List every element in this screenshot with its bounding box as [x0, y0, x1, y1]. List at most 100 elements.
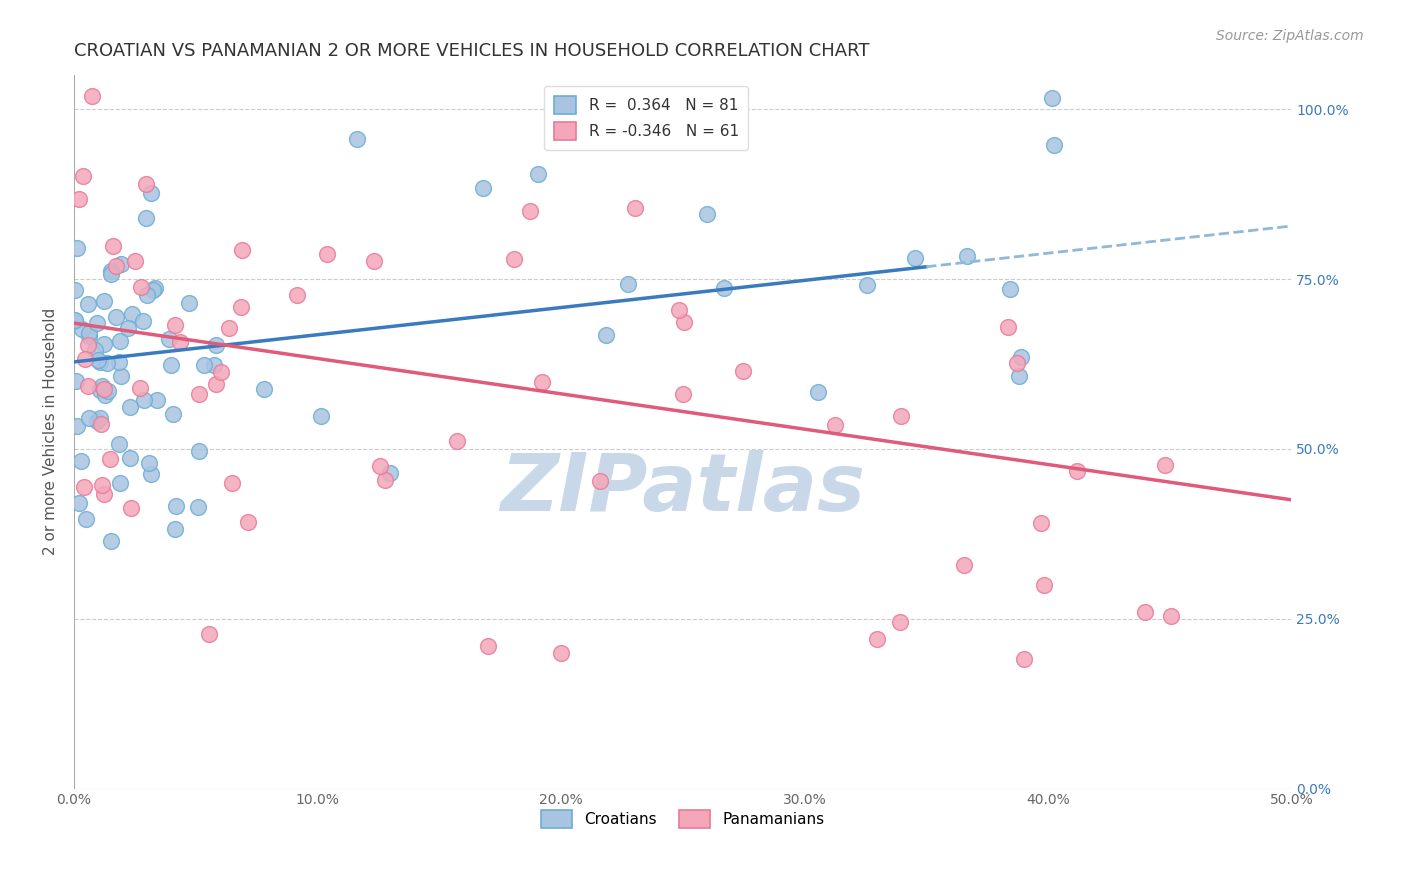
- Point: [205, 337, 228, 351]
- Legend: Croatians, Panamanians: Croatians, Panamanians: [536, 804, 831, 834]
- Point: [187, 500, 209, 514]
- Point: [124, 253, 146, 268]
- Point: [169, 334, 191, 349]
- Point: [209, 365, 232, 379]
- Point: [110, 257, 132, 271]
- Point: [188, 444, 211, 458]
- Text: Source: ZipAtlas.com: Source: ZipAtlas.com: [1216, 29, 1364, 44]
- Point: [93, 293, 115, 308]
- Point: [472, 181, 495, 195]
- Point: [86, 316, 108, 330]
- Point: [93, 383, 115, 397]
- Point: [953, 558, 976, 572]
- Point: [502, 252, 524, 267]
- Point: [139, 186, 162, 200]
- Point: [1012, 652, 1035, 666]
- Point: [1066, 464, 1088, 478]
- Point: [550, 646, 572, 660]
- Point: [157, 332, 180, 346]
- Point: [76, 297, 98, 311]
- Point: [100, 533, 122, 548]
- Point: [221, 475, 243, 490]
- Point: [132, 314, 155, 328]
- Point: [67, 192, 90, 206]
- Point: [595, 328, 617, 343]
- Point: [188, 387, 211, 401]
- Point: [316, 246, 339, 260]
- Point: [193, 358, 215, 372]
- Point: [134, 393, 156, 408]
- Point: [696, 207, 718, 221]
- Point: [309, 409, 332, 424]
- Point: [446, 434, 468, 448]
- Point: [66, 241, 89, 255]
- Point: [65, 374, 87, 388]
- Point: [70, 321, 93, 335]
- Point: [97, 384, 120, 398]
- Point: [67, 496, 90, 510]
- Point: [589, 474, 612, 488]
- Point: [672, 387, 695, 401]
- Point: [527, 167, 550, 181]
- Point: [146, 392, 169, 407]
- Point: [238, 515, 260, 529]
- Point: [138, 456, 160, 470]
- Point: [129, 381, 152, 395]
- Point: [373, 473, 395, 487]
- Point: [77, 326, 100, 340]
- Point: [143, 281, 166, 295]
- Point: [519, 204, 541, 219]
- Point: [117, 321, 139, 335]
- Point: [76, 379, 98, 393]
- Point: [89, 355, 111, 369]
- Point: [1000, 282, 1022, 296]
- Point: [824, 417, 846, 432]
- Point: [378, 466, 401, 480]
- Point: [129, 280, 152, 294]
- Point: [89, 383, 111, 397]
- Point: [121, 307, 143, 321]
- Point: [96, 356, 118, 370]
- Point: [956, 249, 979, 263]
- Point: [93, 336, 115, 351]
- Point: [668, 302, 690, 317]
- Point: [363, 254, 385, 268]
- Point: [93, 487, 115, 501]
- Point: [98, 452, 121, 467]
- Point: [142, 283, 165, 297]
- Point: [1135, 605, 1157, 619]
- Text: ZIPatlas: ZIPatlas: [501, 450, 865, 528]
- Point: [77, 329, 100, 343]
- Point: [368, 458, 391, 473]
- Point: [204, 376, 226, 391]
- Point: [202, 358, 225, 372]
- Point: [1008, 369, 1031, 384]
- Point: [120, 500, 142, 515]
- Point: [120, 450, 142, 465]
- Point: [866, 632, 889, 646]
- Point: [997, 320, 1019, 334]
- Point: [165, 522, 187, 536]
- Point: [77, 338, 100, 352]
- Point: [165, 499, 187, 513]
- Point: [856, 278, 879, 293]
- Point: [65, 283, 87, 297]
- Point: [673, 316, 696, 330]
- Point: [73, 351, 96, 366]
- Point: [108, 475, 131, 490]
- Point: [110, 369, 132, 384]
- Point: [73, 480, 96, 494]
- Point: [733, 364, 755, 378]
- Point: [107, 437, 129, 451]
- Text: CROATIAN VS PANAMANIAN 2 OR MORE VEHICLES IN HOUSEHOLD CORRELATION CHART: CROATIAN VS PANAMANIAN 2 OR MORE VEHICLE…: [75, 42, 869, 60]
- Point: [889, 615, 911, 629]
- Point: [285, 287, 308, 301]
- Point: [198, 626, 221, 640]
- Point: [72, 169, 94, 183]
- Point: [100, 264, 122, 278]
- Y-axis label: 2 or more Vehicles in Household: 2 or more Vehicles in Household: [44, 309, 58, 556]
- Point: [1160, 609, 1182, 624]
- Point: [1040, 91, 1063, 105]
- Point: [100, 267, 122, 281]
- Point: [617, 277, 640, 292]
